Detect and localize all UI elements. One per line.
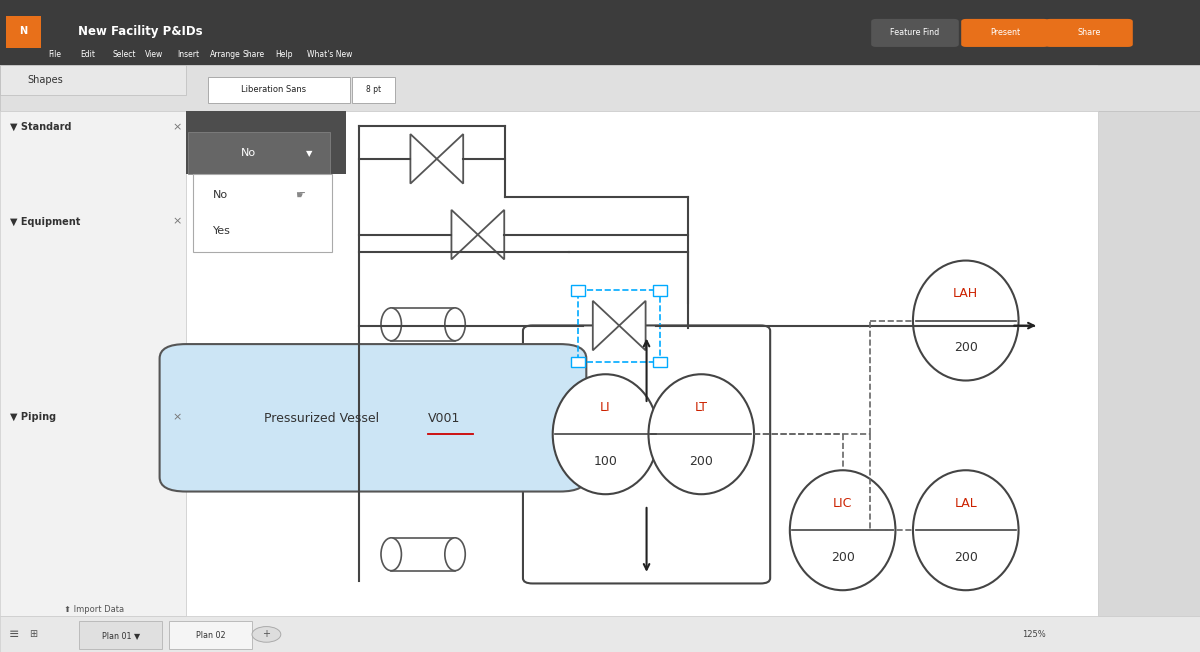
FancyBboxPatch shape bbox=[653, 285, 667, 295]
Text: New Facility P&IDs: New Facility P&IDs bbox=[78, 25, 203, 38]
Text: 200: 200 bbox=[954, 551, 978, 564]
Polygon shape bbox=[410, 134, 437, 184]
Text: V001: V001 bbox=[427, 411, 460, 424]
FancyBboxPatch shape bbox=[391, 538, 455, 570]
Polygon shape bbox=[619, 301, 646, 350]
Text: Edit: Edit bbox=[80, 50, 96, 59]
FancyBboxPatch shape bbox=[169, 621, 252, 649]
Polygon shape bbox=[593, 301, 619, 350]
FancyBboxPatch shape bbox=[961, 19, 1049, 47]
Text: Present: Present bbox=[990, 29, 1020, 37]
Text: Liberation Sans: Liberation Sans bbox=[241, 85, 306, 95]
Text: Shapes: Shapes bbox=[28, 75, 64, 85]
FancyBboxPatch shape bbox=[653, 357, 667, 367]
FancyBboxPatch shape bbox=[391, 308, 455, 341]
FancyBboxPatch shape bbox=[186, 111, 346, 174]
FancyBboxPatch shape bbox=[0, 65, 186, 95]
Text: ×: × bbox=[173, 412, 182, 422]
Ellipse shape bbox=[913, 470, 1019, 590]
FancyBboxPatch shape bbox=[188, 132, 330, 174]
Text: Plan 01 ▼: Plan 01 ▼ bbox=[102, 630, 139, 640]
FancyBboxPatch shape bbox=[571, 285, 586, 295]
Text: Pressurized Vessel: Pressurized Vessel bbox=[264, 411, 383, 424]
Text: 200: 200 bbox=[689, 454, 713, 467]
FancyBboxPatch shape bbox=[79, 621, 162, 649]
FancyBboxPatch shape bbox=[6, 16, 41, 48]
Text: View: View bbox=[145, 50, 163, 59]
Text: LAH: LAH bbox=[953, 287, 978, 300]
Text: 100: 100 bbox=[594, 454, 618, 467]
FancyBboxPatch shape bbox=[571, 357, 586, 367]
Text: N: N bbox=[19, 26, 28, 37]
Text: LAL: LAL bbox=[954, 497, 977, 510]
Text: +: + bbox=[263, 629, 270, 640]
Text: ⬆ Import Data: ⬆ Import Data bbox=[64, 605, 124, 614]
FancyBboxPatch shape bbox=[0, 65, 1200, 111]
Text: ×: × bbox=[173, 216, 182, 227]
Text: Share: Share bbox=[1078, 29, 1100, 37]
FancyBboxPatch shape bbox=[0, 616, 1200, 652]
Text: 200: 200 bbox=[830, 551, 854, 564]
Text: ▼ Equipment: ▼ Equipment bbox=[10, 216, 80, 227]
Text: What's New: What's New bbox=[307, 50, 353, 59]
Text: No: No bbox=[241, 148, 256, 158]
Ellipse shape bbox=[380, 308, 402, 341]
Polygon shape bbox=[437, 134, 463, 184]
Text: ▼: ▼ bbox=[306, 149, 312, 158]
Text: Arrange: Arrange bbox=[210, 50, 241, 59]
Text: 125%: 125% bbox=[1022, 630, 1046, 639]
Text: ▼ Piping: ▼ Piping bbox=[10, 412, 55, 422]
Text: ≡: ≡ bbox=[10, 628, 19, 641]
Ellipse shape bbox=[648, 374, 754, 494]
Text: LIC: LIC bbox=[833, 497, 852, 510]
Text: Help: Help bbox=[275, 50, 293, 59]
FancyBboxPatch shape bbox=[352, 77, 395, 103]
Text: No: No bbox=[214, 190, 228, 200]
Ellipse shape bbox=[380, 538, 402, 570]
Text: 200: 200 bbox=[954, 341, 978, 354]
Text: ×: × bbox=[173, 122, 182, 132]
Ellipse shape bbox=[913, 261, 1019, 381]
Text: Plan 02: Plan 02 bbox=[196, 630, 226, 640]
FancyBboxPatch shape bbox=[871, 19, 959, 47]
Text: Yes: Yes bbox=[214, 226, 232, 236]
Polygon shape bbox=[451, 210, 478, 259]
FancyBboxPatch shape bbox=[0, 0, 1200, 65]
Text: ⊞: ⊞ bbox=[30, 629, 37, 640]
Ellipse shape bbox=[445, 308, 466, 341]
Ellipse shape bbox=[553, 374, 659, 494]
FancyBboxPatch shape bbox=[186, 111, 1098, 616]
FancyBboxPatch shape bbox=[193, 174, 332, 252]
FancyBboxPatch shape bbox=[1045, 19, 1133, 47]
Circle shape bbox=[252, 627, 281, 642]
Text: LI: LI bbox=[600, 401, 611, 414]
FancyBboxPatch shape bbox=[208, 77, 350, 103]
Text: Insert: Insert bbox=[178, 50, 199, 59]
Text: ☛: ☛ bbox=[295, 190, 305, 200]
Polygon shape bbox=[478, 210, 504, 259]
Ellipse shape bbox=[790, 470, 895, 590]
Text: File: File bbox=[48, 50, 61, 59]
FancyBboxPatch shape bbox=[1098, 65, 1200, 616]
Text: 8 pt: 8 pt bbox=[366, 85, 380, 95]
Text: Select: Select bbox=[113, 50, 137, 59]
FancyBboxPatch shape bbox=[0, 111, 186, 616]
Text: LT: LT bbox=[695, 401, 708, 414]
Text: Share: Share bbox=[242, 50, 264, 59]
Text: Feature Find: Feature Find bbox=[890, 29, 940, 37]
Text: ▼ Standard: ▼ Standard bbox=[10, 122, 71, 132]
FancyBboxPatch shape bbox=[160, 344, 587, 492]
Ellipse shape bbox=[445, 538, 466, 570]
